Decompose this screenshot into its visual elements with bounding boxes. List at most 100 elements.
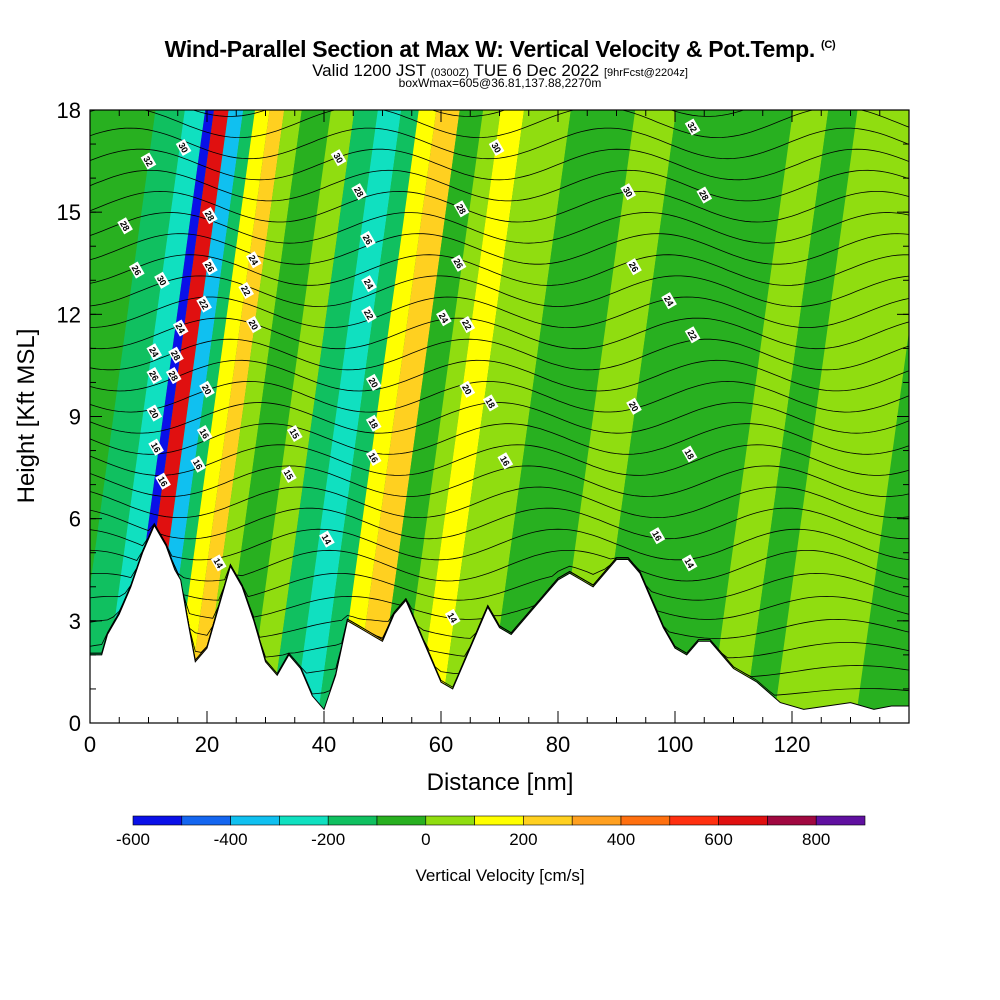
isentrope-label: 15	[281, 465, 297, 483]
isentrope-label-box	[238, 281, 255, 300]
isentrope-label-text: 24	[147, 345, 161, 359]
isentrope-label: 26	[146, 367, 163, 385]
isentrope-label-text: 20	[366, 376, 380, 390]
isentrope-label-box	[202, 207, 218, 225]
isentrope-label: 24	[436, 309, 452, 327]
isentrope-label-text: 30	[489, 141, 503, 155]
isentrope-label: 14	[444, 608, 461, 626]
isentrope-label-box	[661, 292, 677, 310]
isentrope-label-text: 24	[247, 253, 261, 267]
x-axis-label: Distance [nm]	[427, 769, 574, 796]
isentrope-label-text: 16	[650, 529, 664, 543]
colorbar-swatch	[181, 815, 231, 826]
isentrope-label-text: 16	[156, 475, 170, 489]
colorbar-swatch	[669, 815, 719, 826]
isentrope-label: 16	[190, 455, 207, 473]
isentrope-label: 20	[626, 397, 642, 415]
isentrope-label-box	[497, 452, 514, 470]
isentrope-label-box	[286, 424, 303, 443]
velocity-band	[170, 110, 270, 723]
isentrope-label-box	[202, 258, 218, 276]
isentrope-label: 24	[661, 292, 677, 310]
isentrope-label-box	[165, 367, 182, 385]
isentrope-label-box	[196, 424, 213, 443]
isentrope-label: 15	[286, 424, 303, 443]
x-tick-label: 100	[657, 732, 694, 757]
isentrope-label-box	[319, 530, 335, 548]
y-tick-label: 6	[69, 507, 81, 532]
isentrope-label-text: 20	[627, 400, 641, 414]
isentrope-label-text: 24	[437, 311, 451, 325]
isentrope-label-text: 20	[247, 318, 261, 332]
isentrope-label: 20	[459, 380, 476, 398]
isentrope-label: 16	[365, 448, 382, 466]
velocity-band	[591, 110, 794, 723]
isentrope-label-text: 26	[451, 257, 465, 271]
isentrope-label: 16	[148, 438, 164, 456]
colorbar-swatch	[474, 815, 524, 826]
isentrope-label-box	[482, 394, 499, 412]
isentrope-label: 24	[245, 251, 262, 269]
colorbar-tick-label: 0	[421, 830, 430, 849]
isentrope-label-text: 14	[320, 533, 334, 547]
colorbar-swatch	[815, 815, 866, 826]
isentrope-label-text: 14	[211, 556, 225, 570]
isentrope-label-text: 26	[627, 260, 641, 274]
isentrope-label: 28	[165, 367, 182, 385]
isentrope-label: 22	[459, 316, 476, 334]
isentrope-label-box	[436, 309, 452, 327]
x-tick-label: 80	[546, 732, 570, 757]
isentrope-label: 30	[154, 271, 170, 289]
colorbar-swatch	[327, 815, 378, 826]
isentrope-label: 16	[649, 527, 666, 545]
isentrope-label: 30	[620, 183, 637, 201]
isentrope-label-text: 18	[366, 417, 380, 431]
isentrope-label-box	[365, 448, 382, 466]
isentrope-label-text: 24	[662, 294, 676, 308]
isentrope-label-box	[620, 183, 637, 201]
velocity-band	[352, 110, 460, 723]
isentrope	[90, 522, 909, 582]
isentrope-label: 26	[360, 230, 376, 248]
velocity-band	[744, 110, 858, 723]
isentrope-label-box	[175, 138, 192, 157]
y-axis-label: Height [Kft MSL]	[13, 329, 40, 504]
isentrope	[90, 380, 909, 413]
colorbar-label: Vertical Velocity [cm/s]	[415, 866, 584, 885]
colorbar-tick-label: -600	[116, 830, 150, 849]
isentrope-label: 28	[453, 200, 470, 218]
isentrope-label-box	[453, 200, 470, 218]
isentrope-label-box	[281, 465, 297, 483]
isentrope-label-box	[146, 367, 163, 385]
velocity-band	[316, 110, 419, 723]
isentrope-label-text: 20	[460, 383, 474, 397]
isentrope-label-text: 28	[454, 202, 468, 216]
isentrope	[90, 127, 909, 160]
isentrope-label-text: 30	[331, 151, 345, 165]
isentrope-label: 30	[330, 149, 347, 167]
isentrope-label-text: 30	[621, 185, 635, 199]
isentrope-label-text: 16	[197, 427, 211, 441]
isentrope-label: 16	[497, 452, 514, 470]
velocity-band	[439, 110, 571, 723]
isentrope-label: 26	[450, 254, 467, 272]
isentrope-label-box	[459, 316, 476, 334]
isentrope	[90, 522, 909, 561]
isentrope-label-text: 22	[685, 328, 699, 342]
isentrope-label-box	[681, 554, 698, 572]
isentrope-label-box	[154, 271, 170, 289]
y-tick-label: 9	[69, 405, 81, 430]
isentrope-label: 28	[117, 217, 133, 235]
isentrope-label: 16	[196, 424, 213, 443]
x-tick-label: 20	[195, 732, 219, 757]
isentrope-label-box	[649, 527, 666, 545]
isentrope-label-text: 26	[147, 369, 161, 383]
isentrope-label: 18	[681, 445, 698, 463]
isentrope-label-text: 32	[685, 120, 699, 134]
isentrope	[90, 212, 909, 244]
isentrope-label-box	[190, 455, 207, 473]
isentrope-label: 22	[684, 326, 701, 344]
isentrope-label: 30	[175, 138, 192, 157]
isentrope-label: 28	[168, 346, 184, 364]
